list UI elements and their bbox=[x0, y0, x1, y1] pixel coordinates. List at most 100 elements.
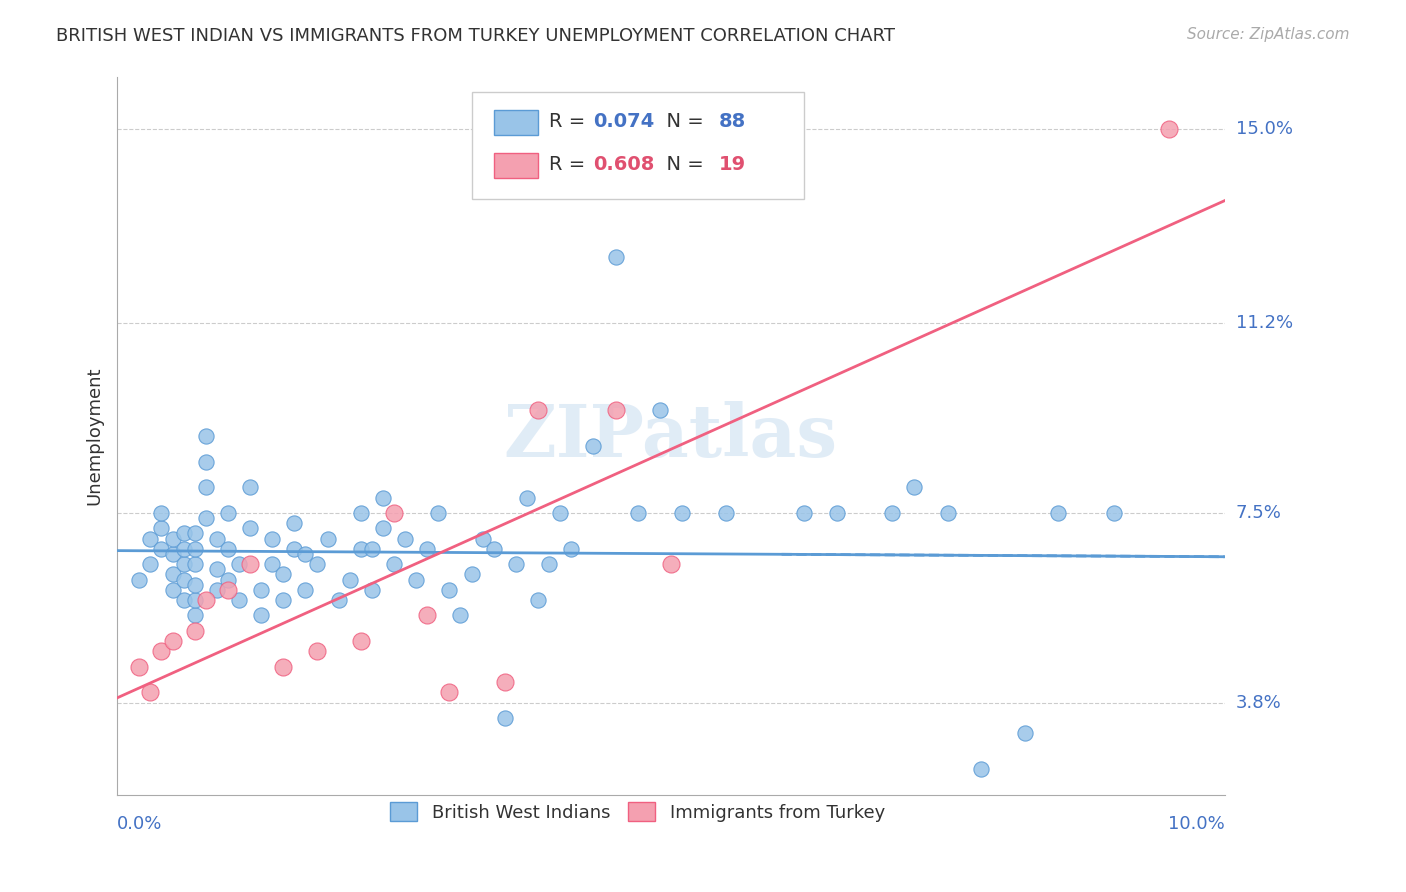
Point bbox=[150, 541, 173, 556]
Point bbox=[671, 506, 693, 520]
Point bbox=[239, 558, 262, 572]
Point bbox=[162, 547, 184, 561]
Point bbox=[305, 558, 328, 572]
Point bbox=[648, 403, 671, 417]
Point bbox=[217, 573, 239, 587]
Point bbox=[316, 532, 339, 546]
Point bbox=[271, 659, 294, 673]
Text: 0.608: 0.608 bbox=[593, 155, 655, 175]
Point bbox=[162, 567, 184, 582]
Point bbox=[262, 532, 284, 546]
Point bbox=[460, 567, 482, 582]
Point bbox=[183, 526, 205, 541]
Point bbox=[405, 573, 427, 587]
Point bbox=[659, 558, 682, 572]
FancyBboxPatch shape bbox=[471, 92, 804, 200]
Point bbox=[194, 480, 217, 494]
Point bbox=[605, 250, 627, 264]
Point bbox=[1102, 506, 1125, 520]
Point bbox=[205, 582, 228, 597]
Y-axis label: Unemployment: Unemployment bbox=[86, 367, 103, 506]
Text: 15.0%: 15.0% bbox=[1236, 120, 1292, 137]
Text: 3.8%: 3.8% bbox=[1236, 694, 1281, 712]
Text: 7.5%: 7.5% bbox=[1236, 504, 1281, 522]
Point bbox=[305, 644, 328, 658]
Point bbox=[882, 506, 904, 520]
Point bbox=[350, 506, 373, 520]
Point bbox=[416, 541, 439, 556]
Point bbox=[162, 532, 184, 546]
Point bbox=[205, 532, 228, 546]
Point bbox=[139, 685, 162, 699]
Point bbox=[183, 577, 205, 591]
Point bbox=[903, 480, 925, 494]
Point bbox=[239, 521, 262, 535]
Point bbox=[538, 558, 561, 572]
Text: R =: R = bbox=[550, 155, 592, 175]
Point bbox=[382, 506, 405, 520]
Point bbox=[250, 582, 273, 597]
Point bbox=[1047, 506, 1070, 520]
Text: 19: 19 bbox=[718, 155, 745, 175]
Point bbox=[560, 541, 582, 556]
Point bbox=[360, 582, 382, 597]
Point bbox=[793, 506, 815, 520]
Point bbox=[350, 541, 373, 556]
Point bbox=[482, 541, 505, 556]
Point bbox=[439, 685, 461, 699]
Text: 0.0%: 0.0% bbox=[117, 815, 163, 833]
Point bbox=[194, 593, 217, 607]
Point bbox=[582, 439, 605, 453]
Point bbox=[150, 506, 173, 520]
Point bbox=[427, 506, 450, 520]
Point bbox=[250, 608, 273, 623]
Point bbox=[183, 541, 205, 556]
Point bbox=[439, 582, 461, 597]
Point bbox=[139, 532, 162, 546]
Point bbox=[339, 573, 361, 587]
Point bbox=[173, 526, 195, 541]
Point bbox=[605, 403, 627, 417]
Text: BRITISH WEST INDIAN VS IMMIGRANTS FROM TURKEY UNEMPLOYMENT CORRELATION CHART: BRITISH WEST INDIAN VS IMMIGRANTS FROM T… bbox=[56, 27, 896, 45]
Point bbox=[194, 511, 217, 525]
Point bbox=[283, 516, 305, 531]
Point bbox=[494, 711, 516, 725]
Text: 88: 88 bbox=[718, 112, 745, 131]
Point bbox=[228, 593, 250, 607]
Point bbox=[382, 558, 405, 572]
Point bbox=[527, 593, 550, 607]
Point bbox=[627, 506, 650, 520]
Point bbox=[283, 541, 305, 556]
Text: Source: ZipAtlas.com: Source: ZipAtlas.com bbox=[1187, 27, 1350, 42]
Point bbox=[936, 506, 959, 520]
Point bbox=[173, 573, 195, 587]
Point bbox=[471, 532, 494, 546]
Point bbox=[371, 491, 394, 505]
Text: N =: N = bbox=[654, 112, 710, 131]
Point bbox=[173, 541, 195, 556]
Point bbox=[162, 582, 184, 597]
Text: 10.0%: 10.0% bbox=[1168, 815, 1225, 833]
Text: 11.2%: 11.2% bbox=[1236, 314, 1292, 333]
Point bbox=[1014, 726, 1036, 740]
Point bbox=[183, 608, 205, 623]
Point bbox=[505, 558, 527, 572]
Point bbox=[239, 480, 262, 494]
Point bbox=[494, 675, 516, 690]
Point bbox=[716, 506, 738, 520]
Point bbox=[825, 506, 848, 520]
Point bbox=[294, 582, 316, 597]
Point bbox=[970, 762, 993, 776]
Text: 0.074: 0.074 bbox=[593, 112, 655, 131]
Point bbox=[360, 541, 382, 556]
Point bbox=[271, 567, 294, 582]
Text: ZIPatlas: ZIPatlas bbox=[503, 401, 838, 472]
Point bbox=[450, 608, 472, 623]
Point bbox=[217, 541, 239, 556]
Point bbox=[183, 558, 205, 572]
FancyBboxPatch shape bbox=[494, 110, 538, 135]
Point bbox=[217, 582, 239, 597]
Point bbox=[228, 558, 250, 572]
Point bbox=[416, 608, 439, 623]
Point bbox=[194, 455, 217, 469]
